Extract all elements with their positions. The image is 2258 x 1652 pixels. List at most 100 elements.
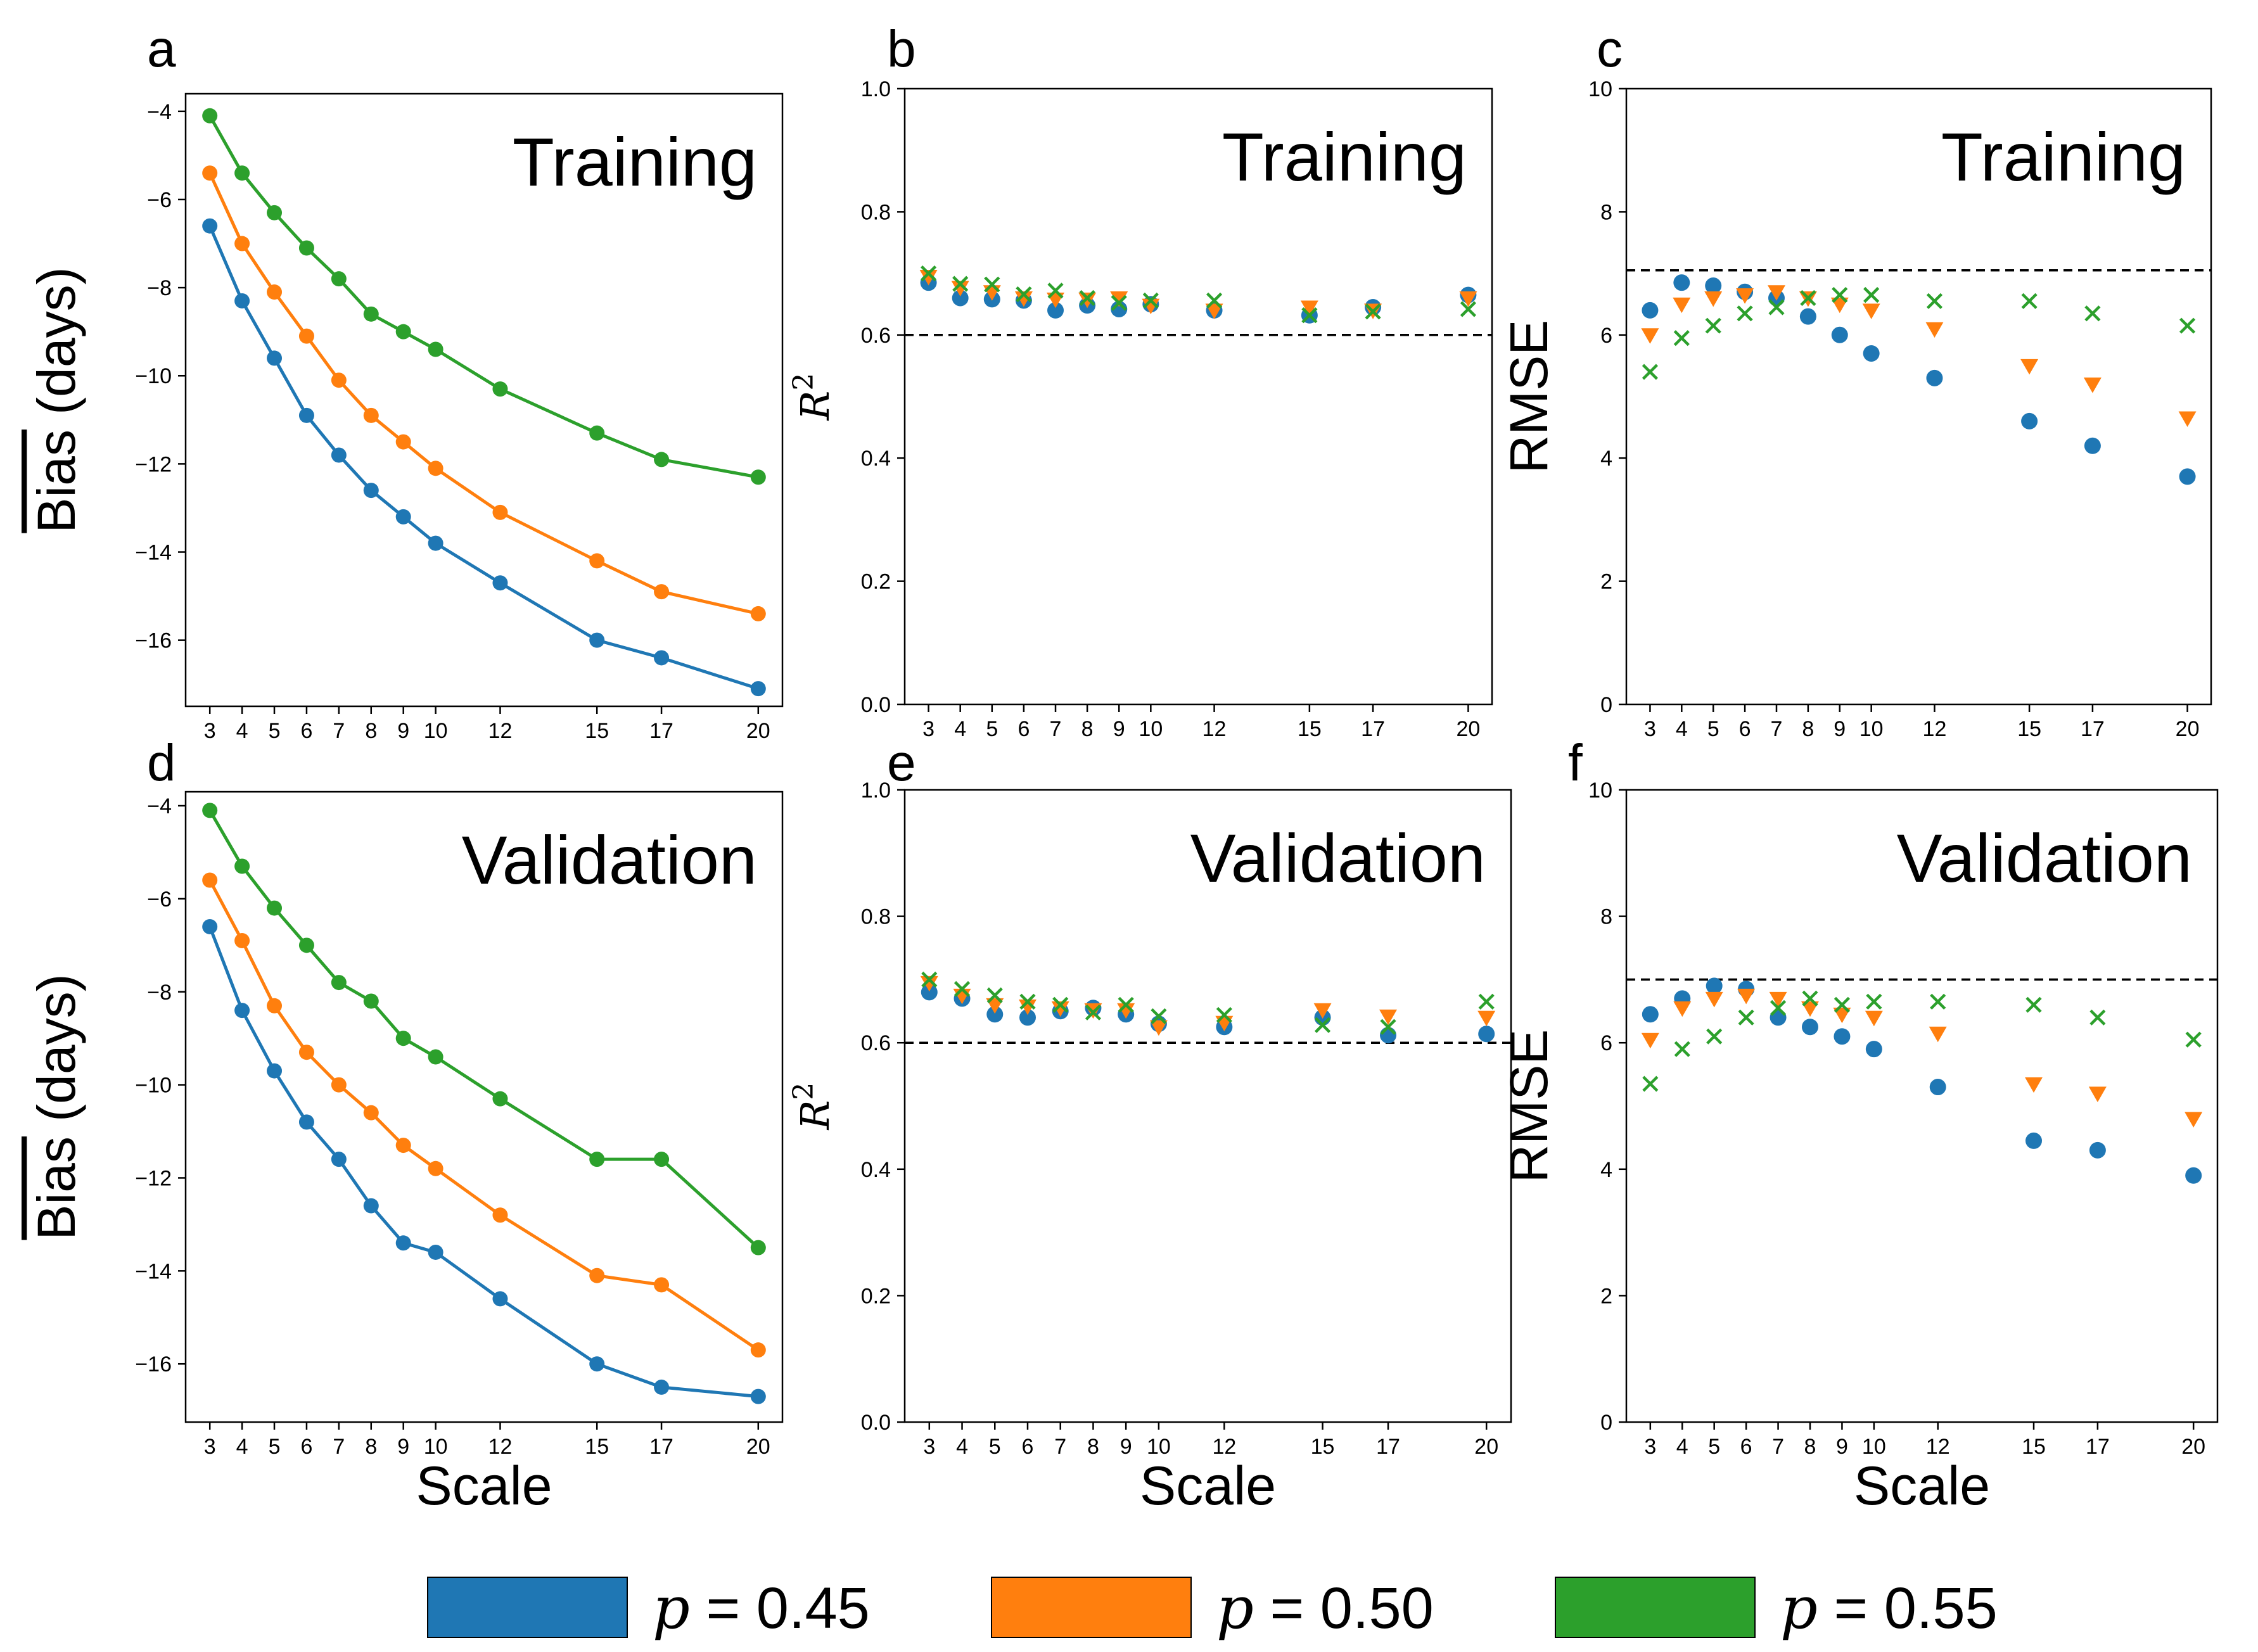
x-tick-label: 5 — [986, 717, 998, 741]
data-point — [1380, 1019, 1396, 1035]
x-tick-label: 3 — [1644, 1435, 1656, 1459]
x-axis-label: Scale — [416, 1456, 552, 1516]
x-tick-label: 10 — [1147, 1435, 1171, 1459]
y-tick-label: 8 — [1600, 905, 1612, 929]
y-tick-label: 4 — [1600, 447, 1612, 471]
data-point — [986, 987, 1003, 1003]
x-tick-label: 15 — [585, 719, 609, 743]
data-point — [363, 306, 379, 322]
data-point — [1085, 1004, 1102, 1020]
x-tick-label: 10 — [1862, 1435, 1886, 1459]
data-point — [428, 1244, 443, 1260]
x-tick-label: 5 — [1708, 1435, 1720, 1459]
data-point — [1737, 988, 1756, 1005]
panel-d: d −16 −14 −12 −10 −8 −6 −4 3 4 5 6 7 8 9 10 12 15 17 20 Vali… — [27, 734, 784, 1516]
axes-frame — [903, 87, 1493, 706]
data-point — [1769, 991, 1787, 1008]
x-tick-label: 20 — [746, 719, 770, 743]
data-point — [428, 535, 443, 551]
data-point — [492, 504, 508, 520]
data-point — [1110, 291, 1128, 307]
y-tick-label: 10 — [1588, 778, 1612, 803]
y-tick-label: −10 — [135, 364, 172, 388]
y-tick-label: −16 — [135, 629, 172, 653]
data-point — [750, 1342, 766, 1358]
data-point — [1673, 297, 1691, 314]
data-point — [750, 606, 766, 621]
axes-frame — [1625, 789, 2219, 1423]
data-point — [363, 407, 379, 423]
series-1 — [202, 218, 766, 697]
data-point — [1142, 298, 1160, 315]
data-point — [1706, 977, 1723, 994]
axes-frame — [184, 92, 784, 708]
x-tick-label: 12 — [488, 719, 513, 743]
series-2 — [1641, 285, 2197, 428]
x-tick-label: 10 — [1139, 717, 1163, 741]
y-tick-label: 2 — [1600, 570, 1612, 594]
data-point — [331, 1077, 347, 1093]
y-tick-label: 6 — [1600, 324, 1612, 348]
data-point — [492, 1091, 508, 1107]
x-tick-label: 15 — [2017, 717, 2041, 741]
data-point — [2025, 1132, 2043, 1149]
y-tick-label: 0.0 — [861, 1411, 891, 1435]
data-point — [1079, 289, 1095, 307]
x-tick-label: 8 — [365, 719, 377, 743]
overlay-label: Validation — [462, 822, 757, 898]
overlay-label: Validation — [1897, 820, 2192, 896]
y-tick-label: −6 — [147, 887, 172, 912]
x-tick-label: 17 — [649, 719, 673, 743]
data-point — [1832, 287, 1848, 303]
x-tick-label: 17 — [649, 1435, 673, 1459]
data-point — [654, 1152, 670, 1167]
data-point — [202, 872, 218, 888]
x-tick-label: 9 — [1834, 717, 1846, 741]
data-point — [1301, 307, 1318, 324]
x-tick-label: 4 — [236, 1435, 248, 1459]
data-point — [1460, 301, 1477, 317]
data-point — [395, 1235, 411, 1251]
overlay-label: Training — [1941, 118, 2186, 195]
y-axis-label: R2 — [788, 373, 839, 421]
data-point — [234, 1003, 250, 1019]
x-tick-label: 17 — [2086, 1435, 2110, 1459]
series-2 — [1641, 988, 2203, 1128]
data-point — [1674, 1041, 1690, 1057]
x-tick-label: 15 — [1298, 717, 1322, 741]
data-point — [363, 483, 379, 499]
data-point — [1834, 1028, 1851, 1045]
data-point — [1365, 303, 1381, 320]
data-point — [2083, 378, 2102, 393]
data-point — [1478, 993, 1495, 1010]
data-point — [1118, 996, 1134, 1013]
x-tick-label: 8 — [1802, 717, 1814, 741]
data-point — [1737, 305, 1753, 322]
data-point — [363, 993, 379, 1009]
data-point — [2025, 996, 2042, 1013]
data-point — [331, 975, 347, 991]
data-point — [1830, 297, 1849, 314]
data-point — [2021, 412, 2038, 429]
x-tick-label: 7 — [333, 719, 345, 743]
data-point — [1926, 369, 1943, 386]
y-tick-label: 0 — [1600, 693, 1612, 717]
data-point — [921, 971, 938, 988]
series-2 — [202, 165, 766, 621]
data-point — [2185, 1112, 2203, 1128]
data-point — [589, 425, 605, 441]
data-point — [428, 1049, 443, 1065]
y-tick-label: 6 — [1600, 1031, 1612, 1055]
data-point — [363, 1198, 379, 1214]
data-point — [1314, 1017, 1331, 1033]
series-3 — [920, 265, 1477, 324]
data-point — [951, 281, 969, 296]
data-point — [2178, 411, 2197, 428]
data-point — [2020, 359, 2039, 375]
data-point — [920, 265, 937, 282]
x-tick-label: 8 — [1087, 1435, 1099, 1459]
data-point — [2185, 1167, 2202, 1184]
data-point — [1705, 991, 1723, 1008]
data-point — [1929, 1026, 1947, 1043]
y-tick-label: −4 — [147, 100, 172, 124]
